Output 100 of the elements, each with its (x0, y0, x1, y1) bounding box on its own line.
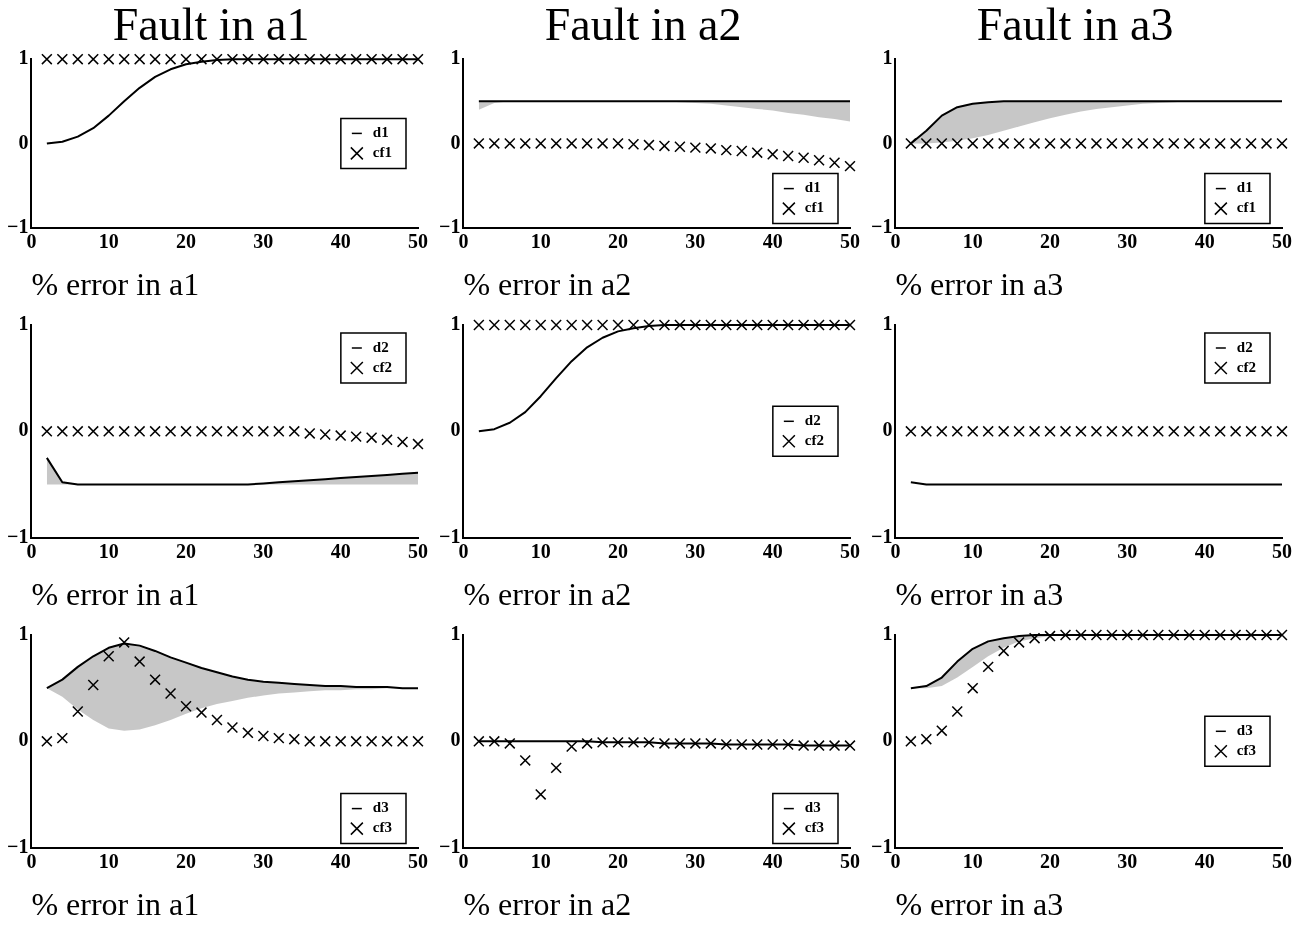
y-tick-label: 0 (18, 728, 29, 751)
point (87, 679, 99, 691)
point (736, 738, 748, 751)
x-tick-label: 20 (176, 229, 197, 252)
y-tick-label: 0 (882, 418, 893, 441)
y-tick-label: 1 (18, 46, 29, 69)
point (797, 739, 810, 752)
x-tick-label: 30 (253, 229, 274, 252)
point (319, 735, 331, 747)
point (535, 788, 547, 801)
x-axis-title: % error in a1 (31, 886, 200, 923)
y-tick-label: 0 (18, 130, 29, 153)
point (473, 137, 485, 150)
x-tick-label: 10 (530, 849, 551, 872)
legend-label: d1 (804, 179, 821, 196)
point (627, 736, 640, 749)
point (936, 724, 948, 737)
x-tick-label: 50 (408, 539, 428, 562)
x-axis-title: % error in a2 (463, 266, 632, 303)
point (149, 673, 161, 686)
legend-label: cf3 (804, 819, 824, 836)
point (273, 732, 285, 744)
x-tick-label: 30 (253, 849, 274, 872)
legend-label: cf2 (372, 358, 392, 375)
legend-label: cf1 (1236, 199, 1256, 216)
point (782, 150, 794, 162)
y-tick-label: −1 (438, 524, 461, 547)
x-tick-label: 50 (1272, 229, 1292, 252)
y-tick-label: 0 (882, 130, 893, 153)
point (612, 736, 624, 749)
x-tick-label: 30 (253, 539, 274, 562)
point (164, 687, 177, 700)
chart-title: Fault in a1 (112, 0, 310, 50)
chart-title: Fault in a2 (544, 0, 742, 50)
x-axis-title: % error in a2 (463, 576, 632, 613)
point (118, 636, 130, 649)
point (550, 137, 562, 150)
y-tick-label: 1 (882, 312, 893, 335)
point (1183, 629, 1195, 641)
legend-label: cf1 (372, 144, 392, 161)
point (596, 137, 609, 150)
point (596, 736, 609, 749)
y-tick-label: −1 (870, 834, 893, 857)
point (581, 137, 593, 150)
point (1028, 632, 1041, 644)
x-tick-label: 20 (176, 849, 197, 872)
x-tick-label: 20 (1040, 229, 1061, 252)
y-tick-label: 0 (882, 728, 893, 751)
y-tick-label: 1 (450, 312, 461, 335)
legend-label: cf3 (372, 819, 392, 836)
point (782, 738, 794, 751)
y-tick-label: −1 (870, 524, 893, 547)
point (304, 735, 316, 747)
x-tick-label: 20 (1040, 849, 1061, 872)
x-tick-label: 40 (1194, 849, 1215, 872)
point (643, 736, 655, 749)
point (412, 735, 424, 747)
x-tick-label: 40 (330, 849, 351, 872)
chart-title: Fault in a3 (976, 0, 1174, 50)
x-tick-label: 30 (685, 539, 706, 562)
x-tick-label: 50 (1272, 539, 1292, 562)
point (643, 139, 655, 151)
point (813, 739, 825, 752)
x-tick-label: 50 (840, 849, 860, 872)
x-tick-label: 10 (530, 539, 551, 562)
point (1059, 629, 1072, 641)
point (103, 650, 115, 662)
point (689, 141, 702, 154)
y-tick-label: 0 (450, 418, 461, 441)
x-tick-label: 20 (176, 539, 197, 562)
point (56, 732, 69, 744)
point (565, 137, 578, 150)
point (473, 735, 485, 747)
legend-label: d1 (1236, 179, 1253, 196)
point (488, 137, 501, 150)
point (658, 737, 671, 750)
point (519, 137, 531, 150)
x-tick-label: 50 (408, 229, 428, 252)
legend-label: d3 (1236, 722, 1253, 739)
y-tick-label: 0 (18, 418, 29, 441)
point (720, 738, 732, 751)
point (1198, 629, 1211, 641)
legend-label: cf1 (804, 199, 824, 216)
point (1245, 629, 1257, 641)
point (211, 714, 223, 726)
point (1152, 629, 1164, 641)
x-tick-label: 40 (762, 539, 783, 562)
x-tick-label: 20 (608, 229, 629, 252)
x-tick-label: 50 (840, 539, 860, 562)
y-tick-label: −1 (438, 214, 461, 237)
point (705, 737, 717, 750)
y-tick-label: 1 (882, 622, 893, 645)
point (766, 148, 779, 161)
x-tick-label: 20 (1040, 539, 1061, 562)
point (1168, 629, 1180, 641)
point (1276, 629, 1288, 641)
point (195, 706, 208, 719)
legend-label: cf2 (804, 432, 824, 449)
point (242, 727, 254, 739)
point (1090, 629, 1103, 641)
